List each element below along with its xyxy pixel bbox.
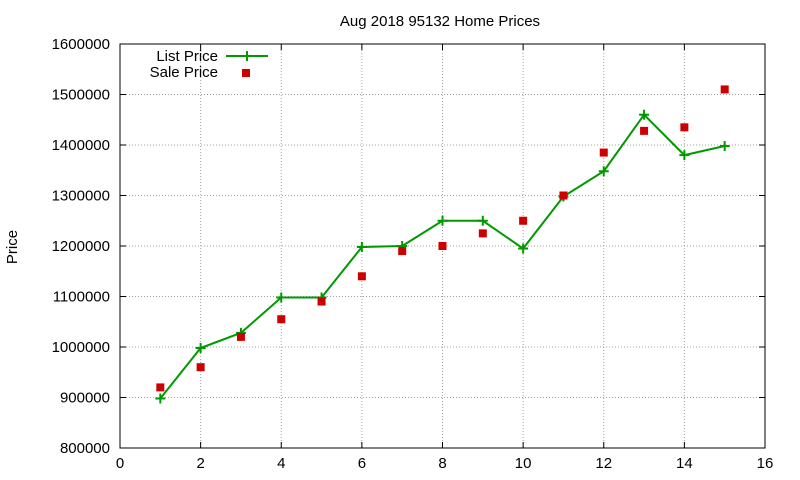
y-axis-label: Price bbox=[4, 230, 21, 264]
data-point bbox=[276, 292, 287, 303]
y-tick-label: 800000 bbox=[60, 440, 110, 457]
y-tick-label: 1100000 bbox=[53, 289, 110, 306]
data-point bbox=[277, 315, 286, 324]
legend-marker bbox=[242, 69, 250, 77]
data-point bbox=[236, 332, 245, 341]
data-point bbox=[398, 247, 407, 256]
y-tick-label: 1300000 bbox=[52, 188, 110, 205]
axis-ticks: 0 2 4 6 8 10 12 14 16 800000 900000 1000000 1100000 1… bbox=[52, 36, 774, 472]
y-tick-label: 1600000 bbox=[52, 36, 110, 53]
legend-marker bbox=[242, 51, 252, 61]
y-tick-label: 1200000 bbox=[52, 238, 110, 255]
data-point bbox=[437, 215, 448, 226]
legend-label: List Price bbox=[156, 48, 218, 65]
data-point bbox=[357, 272, 366, 281]
data-point bbox=[195, 343, 206, 354]
x-tick-label: 14 bbox=[676, 455, 693, 472]
data-point bbox=[640, 126, 649, 135]
series-list-price bbox=[155, 109, 730, 404]
series-line bbox=[159, 113, 725, 400]
data-point bbox=[196, 363, 205, 372]
legend-label: Sale Price bbox=[150, 64, 218, 81]
x-tick-label: 10 bbox=[515, 455, 532, 472]
x-tick-label: 8 bbox=[438, 455, 446, 472]
x-tick-label: 4 bbox=[277, 455, 285, 472]
data-point bbox=[598, 166, 609, 177]
y-tick-label: 1000000 bbox=[52, 339, 110, 356]
data-point bbox=[519, 216, 528, 225]
data-point bbox=[518, 243, 529, 254]
data-point bbox=[679, 150, 690, 161]
series-sale-price bbox=[156, 85, 729, 392]
data-point bbox=[599, 148, 608, 157]
data-point bbox=[156, 383, 165, 392]
x-tick-label: 6 bbox=[358, 455, 366, 472]
data-point bbox=[720, 85, 729, 94]
data-point bbox=[639, 109, 650, 120]
x-tick-label: 0 bbox=[116, 455, 124, 472]
data-point bbox=[438, 242, 447, 250]
data-point bbox=[680, 123, 689, 132]
y-tick-label: 1500000 bbox=[52, 87, 110, 104]
data-point bbox=[478, 229, 487, 238]
data-point bbox=[559, 191, 568, 200]
series-group bbox=[155, 85, 730, 404]
data-point bbox=[155, 393, 166, 404]
y-tick-label: 900000 bbox=[60, 390, 110, 407]
x-tick-label: 2 bbox=[196, 455, 204, 472]
x-tick-label: 16 bbox=[757, 455, 774, 472]
data-point bbox=[356, 242, 367, 253]
data-point bbox=[317, 297, 326, 306]
x-tick-label: 12 bbox=[595, 455, 612, 472]
y-tick-label: 1400000 bbox=[52, 137, 110, 154]
data-point bbox=[477, 215, 488, 226]
data-point bbox=[719, 141, 730, 152]
chart-title: Aug 2018 95132 Home Prices bbox=[340, 13, 540, 30]
